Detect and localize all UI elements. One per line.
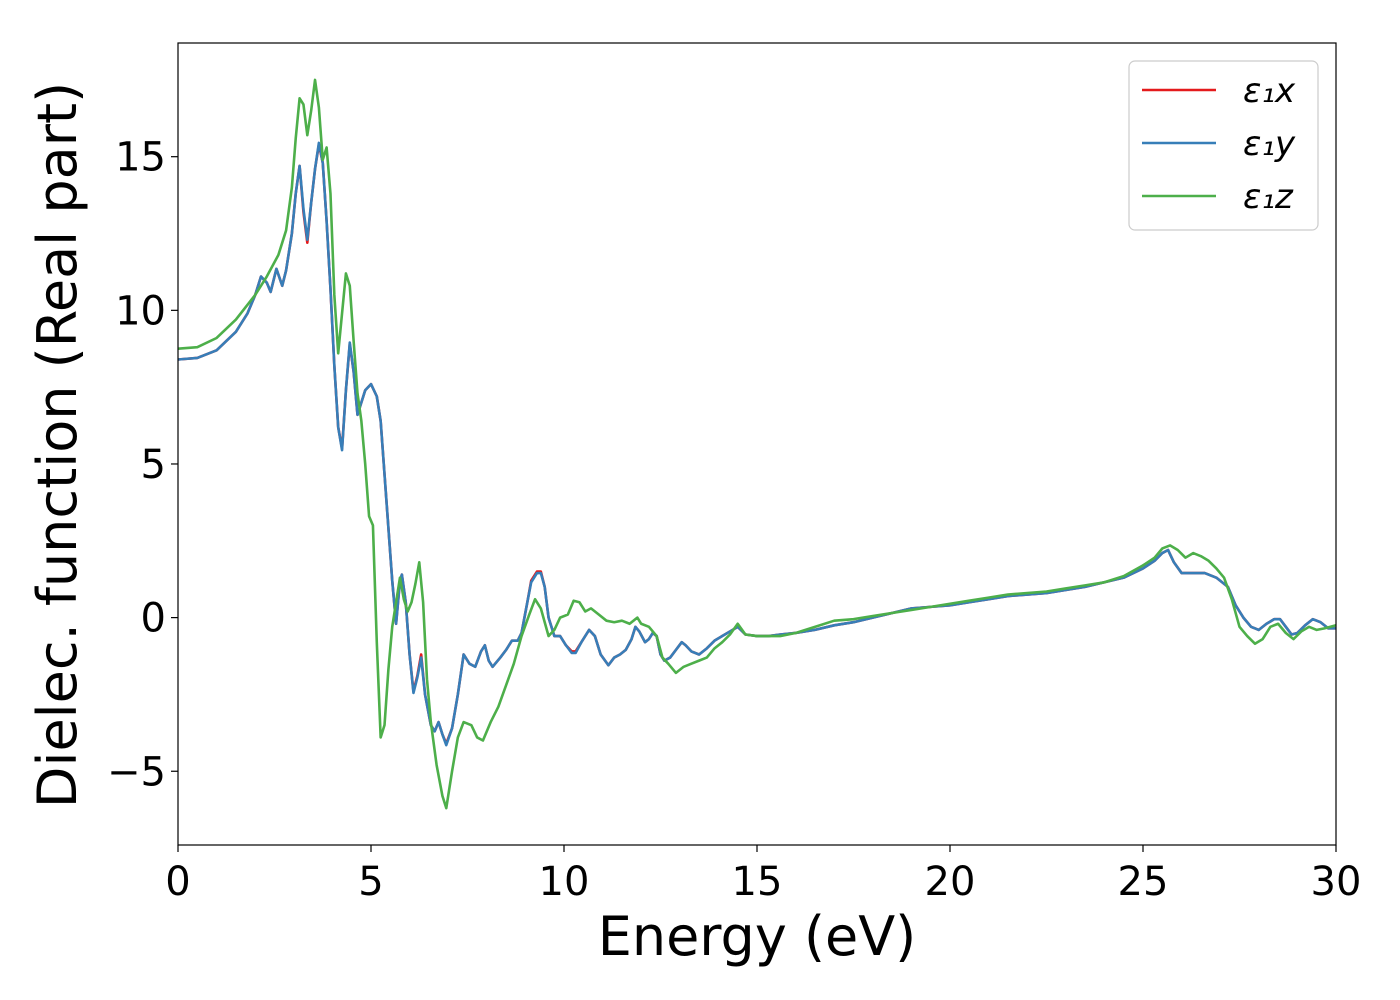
y-tick-label: 15 [115,135,166,181]
x-tick-label: 5 [358,859,383,905]
legend-label-1: ε₁x [1243,71,1296,111]
y-tick-label: 0 [141,596,166,642]
y-tick-label: −5 [107,749,166,795]
legend-box [1128,60,1319,231]
y-axis-title: Dielec. function (Real part) [26,82,89,808]
legend-label-3: ε₁z [1243,177,1294,217]
x-axis-title: Energy (eV) [598,905,917,968]
series-line-3 [178,78,1336,810]
x-axis-ticks: 0 5 10 15 20 25 30 [165,845,1361,905]
x-tick-label: 20 [925,859,976,905]
series-line-2 [178,141,1336,747]
y-axis-ticks: −5 0 5 10 15 [107,135,178,795]
y-tick-label: 10 [115,288,166,334]
x-tick-label: 10 [539,859,590,905]
x-tick-label: 25 [1118,859,1169,905]
y-tick-label: 5 [141,442,166,488]
x-tick-label: 15 [732,859,783,905]
series-layer [178,78,1336,810]
x-tick-label: 30 [1311,859,1362,905]
x-tick-label: 0 [165,859,190,905]
legend-label-2: ε₁y [1243,124,1296,164]
legend: ε₁x ε₁y ε₁z [1128,60,1319,231]
